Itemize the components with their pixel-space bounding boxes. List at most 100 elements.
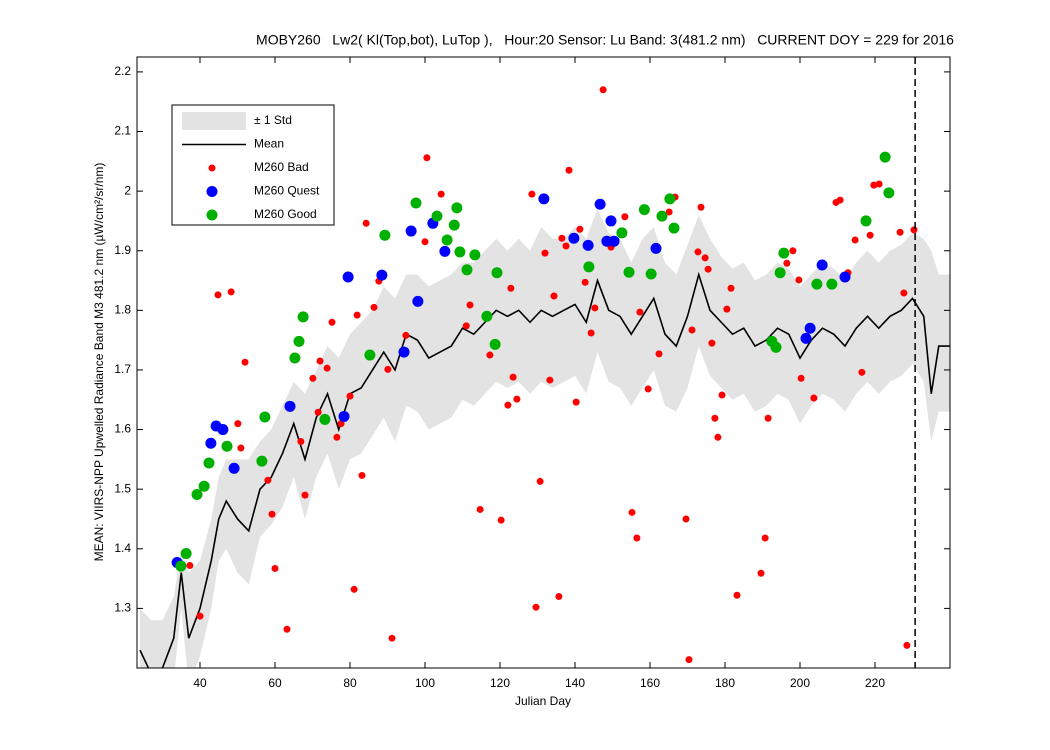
point bbox=[572, 398, 580, 406]
point bbox=[896, 228, 904, 236]
point bbox=[462, 322, 470, 330]
point bbox=[866, 231, 874, 239]
point bbox=[800, 332, 812, 344]
point bbox=[528, 190, 536, 198]
x-tick-label: 100 bbox=[415, 676, 435, 690]
point bbox=[319, 413, 331, 425]
point bbox=[870, 181, 878, 189]
y-tick-label: 1.3 bbox=[114, 601, 131, 615]
point bbox=[338, 410, 350, 422]
point bbox=[203, 457, 215, 469]
point bbox=[858, 368, 866, 376]
point bbox=[237, 444, 245, 452]
point bbox=[221, 440, 233, 452]
point bbox=[718, 391, 726, 399]
x-tick-label: 160 bbox=[640, 676, 660, 690]
point bbox=[581, 278, 589, 286]
point bbox=[811, 278, 823, 290]
point bbox=[491, 267, 503, 279]
point bbox=[816, 259, 828, 271]
point bbox=[328, 318, 336, 326]
point bbox=[466, 301, 474, 309]
point bbox=[358, 471, 366, 479]
point bbox=[546, 376, 554, 384]
point bbox=[836, 196, 844, 204]
point bbox=[757, 569, 765, 577]
point bbox=[297, 437, 305, 445]
legend-label: M260 Quest bbox=[254, 184, 320, 198]
point bbox=[797, 374, 805, 382]
point bbox=[214, 291, 222, 299]
point bbox=[633, 534, 641, 542]
point bbox=[423, 154, 431, 162]
point bbox=[608, 235, 620, 247]
point bbox=[538, 193, 550, 205]
point bbox=[826, 278, 838, 290]
point bbox=[711, 414, 719, 422]
point bbox=[412, 295, 424, 307]
point bbox=[550, 292, 558, 300]
point bbox=[701, 254, 709, 262]
point bbox=[733, 591, 741, 599]
point bbox=[789, 247, 797, 255]
point bbox=[621, 213, 629, 221]
point bbox=[314, 408, 322, 416]
point bbox=[576, 225, 584, 233]
y-tick-label: 1.4 bbox=[114, 541, 131, 555]
point bbox=[532, 603, 540, 611]
point bbox=[504, 401, 512, 409]
point bbox=[398, 346, 410, 358]
point bbox=[694, 248, 702, 256]
point bbox=[421, 238, 429, 246]
point bbox=[583, 261, 595, 273]
point bbox=[316, 357, 324, 365]
point bbox=[461, 264, 473, 276]
point bbox=[623, 266, 635, 278]
legend-label: M260 Bad bbox=[254, 160, 309, 174]
point bbox=[778, 247, 790, 259]
point bbox=[353, 311, 361, 319]
point bbox=[256, 455, 268, 467]
point bbox=[384, 365, 392, 373]
point bbox=[875, 180, 883, 188]
point bbox=[228, 462, 240, 474]
point bbox=[489, 338, 501, 350]
point bbox=[665, 208, 673, 216]
point bbox=[507, 284, 515, 292]
plot-area bbox=[139, 57, 950, 668]
point bbox=[708, 339, 716, 347]
point bbox=[582, 239, 594, 251]
y-tick-label: 1.7 bbox=[114, 362, 131, 376]
point bbox=[770, 341, 782, 353]
point bbox=[616, 227, 628, 239]
chart-title: MOBY260 Lw2( Kl(Top,bot), LuTop ), Hour:… bbox=[256, 32, 954, 48]
point bbox=[297, 311, 309, 323]
legend-swatch bbox=[206, 209, 218, 221]
point bbox=[851, 236, 859, 244]
point bbox=[628, 508, 636, 516]
legend-label: M260 Good bbox=[254, 207, 317, 221]
point bbox=[180, 548, 192, 560]
point bbox=[644, 385, 652, 393]
x-tick-label: 180 bbox=[715, 676, 735, 690]
point bbox=[664, 193, 676, 205]
point bbox=[388, 634, 396, 642]
point bbox=[205, 437, 217, 449]
point bbox=[541, 249, 549, 257]
point bbox=[342, 271, 354, 283]
point bbox=[370, 303, 378, 311]
point bbox=[309, 374, 317, 382]
x-tick-label: 60 bbox=[268, 676, 282, 690]
point bbox=[481, 310, 493, 322]
point bbox=[587, 329, 595, 337]
point bbox=[804, 322, 816, 334]
point bbox=[364, 349, 376, 361]
point bbox=[198, 480, 210, 492]
point bbox=[227, 288, 235, 296]
point bbox=[301, 491, 309, 499]
point bbox=[186, 561, 194, 569]
point bbox=[283, 625, 291, 633]
point bbox=[565, 166, 573, 174]
point bbox=[727, 284, 735, 292]
